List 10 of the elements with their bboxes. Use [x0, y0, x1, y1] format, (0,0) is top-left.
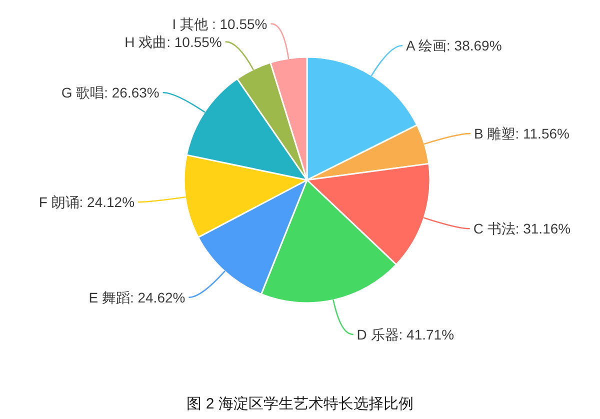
slice-label: E 舞蹈: 24.62%	[88, 289, 186, 306]
slice-label: D 乐器: 41.71%	[356, 326, 454, 342]
slice-label: B 雕塑: 11.56%	[474, 126, 570, 142]
slice-label: F 朗诵: 24.12%	[38, 194, 135, 210]
text: 图 2 海淀区学生艺术特长选择比例	[186, 396, 414, 412]
slice-label: G 歌唱: 26.63%	[61, 84, 160, 101]
slice-label: C 书法: 31.16%	[473, 220, 571, 237]
slice-label: A 绘画: 38.69%	[406, 38, 502, 54]
slice-label: I 其他 : 10.55%	[172, 16, 268, 32]
slice-label: H 戏曲: 10.55%	[124, 34, 222, 50]
